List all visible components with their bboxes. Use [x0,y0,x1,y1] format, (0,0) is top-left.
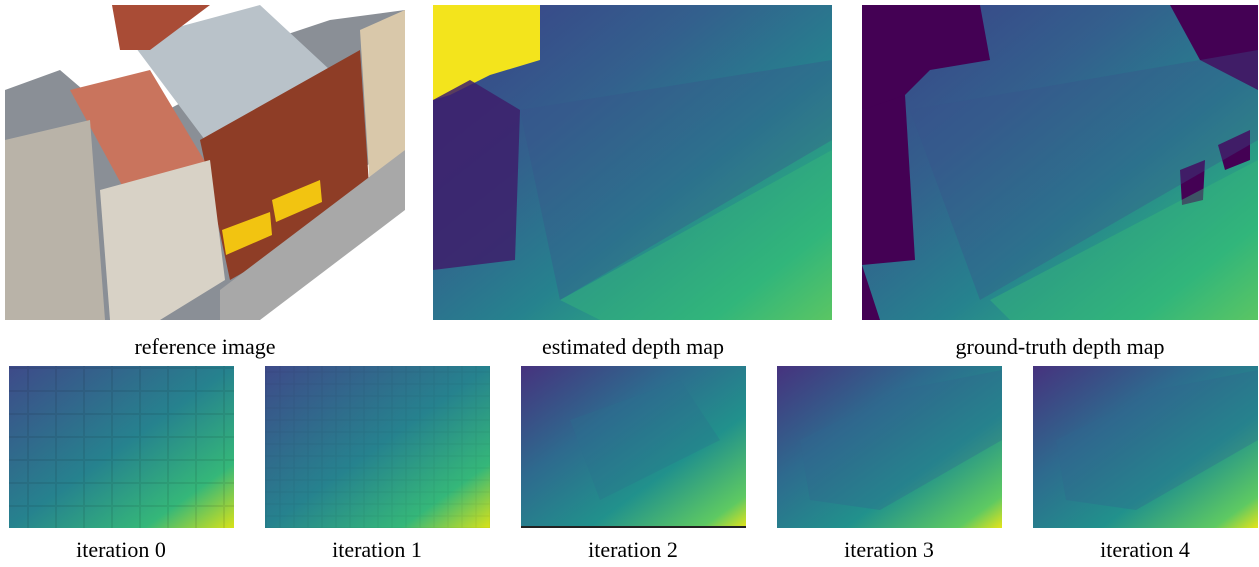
caption: iteration 0 [76,537,166,562]
caption: iteration 3 [844,537,934,562]
iteration-1 [265,366,490,528]
caption: reference image [134,334,275,359]
iteration-4 [1033,366,1258,528]
estimated-depth-map [433,5,832,320]
ground-truth-depth-map [862,5,1258,320]
caption: iteration 2 [588,537,678,562]
figure: reference image estimated depth map grou… [0,0,1259,567]
caption: iteration 1 [332,537,422,562]
iteration-2 [521,366,746,528]
iteration-0 [9,366,234,528]
caption: ground-truth depth map [956,334,1165,359]
caption: iteration 4 [1100,537,1190,562]
reference-image [5,5,405,320]
iteration-3 [777,366,1002,528]
page: reference image estimated depth map grou… [0,0,1259,567]
caption: estimated depth map [542,334,724,359]
